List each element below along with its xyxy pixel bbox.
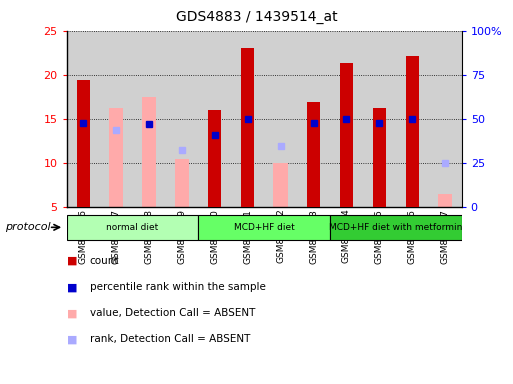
Text: ■: ■	[67, 282, 77, 292]
Bar	[330, 31, 363, 207]
Text: MCD+HF diet: MCD+HF diet	[234, 223, 294, 232]
Bar	[231, 31, 264, 207]
FancyBboxPatch shape	[67, 215, 199, 240]
Bar	[100, 31, 132, 207]
Text: ■: ■	[67, 256, 77, 266]
Text: ■: ■	[67, 334, 77, 344]
Text: rank, Detection Call = ABSENT: rank, Detection Call = ABSENT	[90, 334, 250, 344]
Bar	[132, 31, 165, 207]
Text: GDS4883 / 1439514_at: GDS4883 / 1439514_at	[175, 10, 338, 23]
Bar	[174, 159, 189, 207]
Bar	[406, 56, 419, 207]
Bar	[142, 97, 156, 207]
Bar	[297, 31, 330, 207]
FancyBboxPatch shape	[330, 215, 462, 240]
Bar	[438, 194, 452, 207]
Text: percentile rank within the sample: percentile rank within the sample	[90, 282, 266, 292]
Bar	[340, 63, 353, 207]
Text: normal diet: normal diet	[106, 223, 159, 232]
Text: count: count	[90, 256, 120, 266]
Bar	[67, 31, 100, 207]
Bar	[307, 102, 320, 207]
Bar	[208, 110, 222, 207]
Bar	[109, 108, 123, 207]
Text: protocol: protocol	[5, 222, 51, 232]
FancyBboxPatch shape	[199, 215, 330, 240]
Text: value, Detection Call = ABSENT: value, Detection Call = ABSENT	[90, 308, 255, 318]
Bar	[429, 31, 462, 207]
Text: MCD+HF diet with metformin: MCD+HF diet with metformin	[329, 223, 463, 232]
Bar	[76, 80, 90, 207]
Bar	[396, 31, 429, 207]
Text: ■: ■	[67, 308, 77, 318]
Bar	[373, 108, 386, 207]
Bar	[165, 31, 199, 207]
Bar	[241, 48, 254, 207]
Bar	[363, 31, 396, 207]
Bar	[273, 163, 288, 207]
Bar	[199, 31, 231, 207]
Bar	[264, 31, 297, 207]
